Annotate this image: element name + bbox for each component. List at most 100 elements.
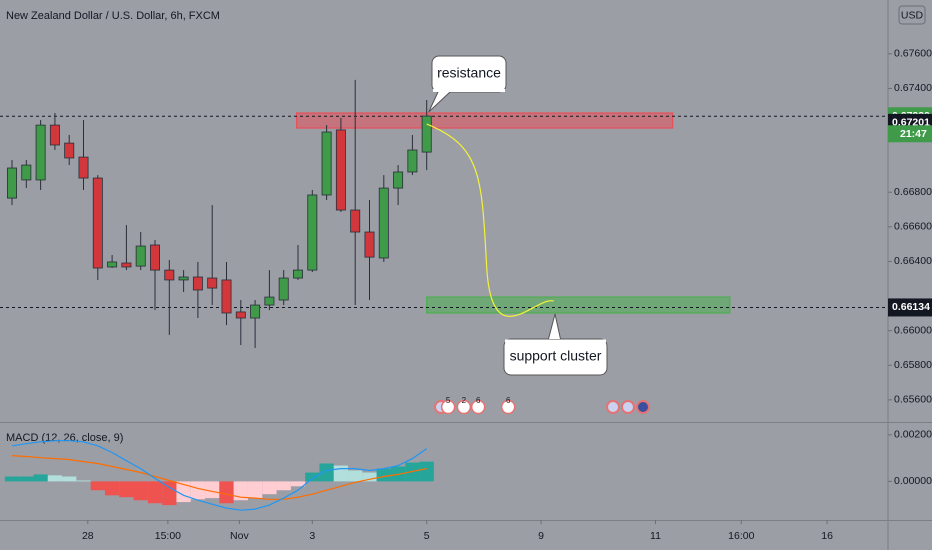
macd-histogram-bar: [104, 481, 120, 496]
countdown: 21:47: [900, 128, 927, 140]
macd-histogram-bar: [290, 481, 306, 487]
candle: [221, 261, 232, 326]
candle-body: [250, 304, 261, 319]
candle-body: [164, 269, 175, 281]
candle: [235, 300, 246, 346]
y-tick-label: 0.66800: [894, 186, 932, 198]
macd-histogram-bar: [419, 461, 434, 482]
macd-histogram-bar: [76, 480, 91, 482]
x-tick-label: 16:00: [728, 530, 754, 542]
event-flag: [606, 400, 620, 414]
price-label: 0.66134: [892, 301, 930, 313]
currency-button[interactable]: [898, 5, 926, 25]
candle-body: [293, 269, 303, 279]
currency-button-label[interactable]: USD: [901, 9, 924, 21]
candle-body: [221, 279, 232, 314]
candle-body: [350, 209, 361, 233]
candle-body: [78, 156, 89, 179]
candle-body: [64, 142, 75, 159]
y-tick-label: 0.65600: [894, 394, 932, 406]
candle: [393, 165, 404, 206]
candle: [321, 125, 332, 201]
candle-body: [235, 311, 246, 319]
price-label-box: [888, 298, 932, 317]
event-flags: [434, 400, 650, 414]
macd-histogram-bar: [262, 481, 277, 495]
macd-histogram-bar: [47, 475, 63, 482]
candle: [350, 79, 361, 306]
callout: resistance: [428, 55, 507, 113]
candle: [378, 175, 389, 262]
candle-body: [407, 149, 418, 173]
macd-histogram-bar: [276, 481, 291, 491]
candle-body: [207, 277, 218, 289]
candle-body: [135, 245, 146, 267]
x-tick-label: 15:00: [155, 530, 181, 542]
macd-histogram-bar: [205, 481, 220, 499]
callout-cover: [433, 89, 505, 92]
callout-text: resistance: [437, 65, 501, 81]
candle-body: [92, 177, 103, 269]
projection-curve: [426, 123, 554, 317]
macd-histogram-bar: [62, 476, 77, 482]
macd-title: MACD (12, 26, close, 9): [6, 432, 123, 444]
candle-body: [49, 124, 60, 146]
candle-body: [335, 129, 346, 211]
macd-histogram-bar: [19, 476, 34, 482]
candle-body: [21, 164, 32, 181]
callout: support cluster: [503, 313, 608, 376]
x-tick-label: 5: [424, 530, 430, 542]
candle-body: [178, 276, 189, 281]
macd-histogram-bar: [162, 481, 177, 506]
candle: [49, 112, 60, 151]
candle: [21, 160, 32, 189]
event-icon: [470, 399, 486, 415]
candle-body: [421, 115, 432, 153]
macd-line: [11, 440, 428, 511]
candle: [293, 244, 303, 280]
macd-y-tick-label: 0.00200: [894, 429, 932, 441]
y-tick-label: 0.66400: [894, 255, 932, 267]
event-flag: [636, 400, 650, 414]
candle-body: [150, 244, 160, 271]
x-tick-label: 9: [538, 530, 544, 542]
candle: [107, 255, 118, 269]
macd-histogram-bar: [305, 472, 320, 482]
countdown-box: [888, 125, 932, 143]
event-flag: [621, 400, 635, 414]
macd-histogram-bar: [247, 481, 263, 499]
macd-histogram-bar: [219, 481, 234, 504]
event-icon: [440, 399, 456, 415]
macd-histogram-bar: [362, 472, 377, 482]
callout-text: support cluster: [510, 348, 602, 364]
macd-histogram-bar: [319, 463, 334, 482]
x-tick-label: 28: [82, 530, 94, 542]
candle: [364, 200, 375, 301]
candle: [164, 260, 175, 335]
macd-histogram-bar: [147, 481, 163, 504]
chart-title: New Zealand Dollar / U.S. Dollar, 6h, FX…: [6, 10, 220, 22]
candle-body: [278, 277, 289, 301]
event-icon: [500, 399, 516, 415]
candle: [35, 120, 46, 190]
candle: [335, 118, 346, 212]
macd-line: [11, 455, 427, 500]
candle: [264, 270, 275, 311]
candle: [150, 239, 160, 311]
candle: [421, 100, 432, 171]
candle: [192, 261, 203, 319]
event-label: 6: [506, 396, 511, 405]
callout-pointer: [548, 313, 561, 340]
candle: [92, 175, 103, 280]
candle-body: [7, 167, 17, 199]
y-tick-label: 0.67600: [894, 48, 932, 60]
y-tick-label: 0.66000: [894, 324, 932, 336]
candle-body: [192, 276, 203, 291]
callout-pointer: [428, 91, 451, 113]
event-label: 2: [462, 396, 467, 405]
macd-y-tick-label: 0.00000: [894, 475, 932, 487]
macd-histogram-bar: [119, 481, 134, 498]
candle: [78, 120, 89, 190]
macd-histogram-bar: [190, 481, 206, 500]
